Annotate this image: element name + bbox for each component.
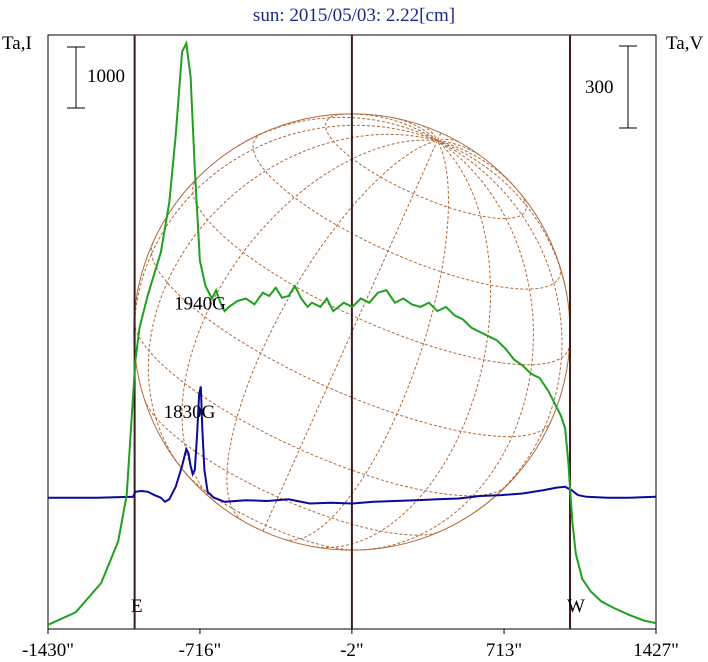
longitude-line [436,132,442,141]
latitude-line [325,113,527,219]
latitude-line [192,177,571,366]
longitude-line [422,125,438,141]
longitude-line [262,140,438,532]
right-axis-label: Ta,V [666,33,703,54]
x-tick-label: -2" [340,640,364,661]
west-limb-label: W [567,596,585,617]
longitude-line [437,138,459,143]
longitude-line [311,140,492,549]
series-line-ta-i [48,40,656,626]
chart-title: sun: 2015/05/03: 2.22[cm] [253,5,455,26]
longitude-line [437,140,563,513]
longitude-line [133,124,438,361]
longitude-line [284,140,450,541]
longitude-line [355,113,438,142]
longitude-line [437,140,479,156]
left-scale-label: 1000 [87,66,125,87]
annotation-label: 1940G [174,293,226,314]
annotation-label: 1830G [164,402,216,423]
right-scale-bar: 300 [585,45,637,129]
left-axis-label: Ta,I [2,33,32,54]
east-limb-label: E [131,596,143,617]
x-tick-label: -1430" [22,640,74,661]
longitude-line [399,118,438,141]
x-axis-ticks: -1430" -716" -2" 713" 1427" [22,629,679,661]
longitude-line [357,140,534,551]
series-line-ta-v [48,386,656,505]
longitude-line [181,139,438,506]
x-tick-label: -716" [179,640,222,661]
longitude-line [226,140,438,521]
annotations: 1940G 1830G [164,293,226,423]
latitude-line [252,133,561,290]
left-scale-bar: 1000 [67,46,125,109]
limb-lines [133,35,572,629]
longitude-line [437,140,513,185]
x-tick-label: 713" [486,640,522,661]
right-scale-label: 300 [585,77,614,98]
latitude-line [133,322,505,497]
x-tick-label: 1427" [633,640,679,661]
